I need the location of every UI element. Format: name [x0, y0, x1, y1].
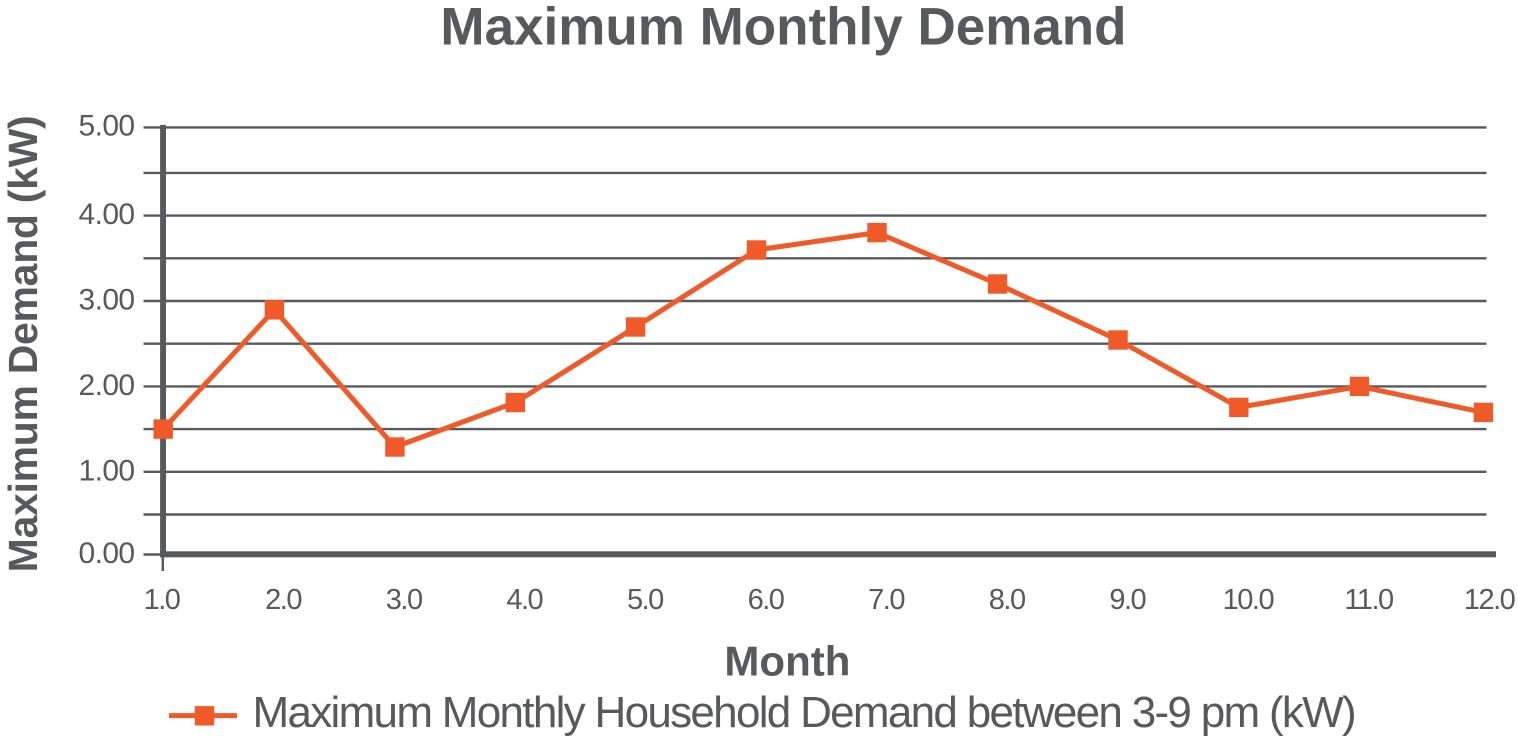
svg-text:4.0: 4.0 — [506, 584, 542, 616]
svg-text:5.00: 5.00 — [79, 110, 135, 143]
svg-text:7.0: 7.0 — [868, 584, 904, 616]
svg-text:9.0: 9.0 — [1109, 584, 1145, 616]
svg-text:5.0: 5.0 — [627, 584, 663, 616]
svg-text:Month: Month — [724, 637, 850, 684]
svg-text:8.0: 8.0 — [989, 584, 1025, 616]
svg-text:4.00: 4.00 — [79, 198, 135, 231]
svg-text:11.0: 11.0 — [1344, 584, 1393, 616]
svg-text:0.00: 0.00 — [79, 537, 135, 570]
svg-text:2.00: 2.00 — [79, 369, 135, 402]
svg-text:3.0: 3.0 — [386, 584, 422, 616]
svg-text:6.0: 6.0 — [748, 584, 784, 616]
svg-text:Maximum Monthly Demand: Maximum Monthly Demand — [440, 0, 1126, 57]
svg-text:3.00: 3.00 — [79, 284, 135, 317]
svg-text:Maximum Monthly Household Dema: Maximum Monthly Household Demand between… — [253, 688, 1356, 737]
svg-text:2.0: 2.0 — [265, 584, 301, 616]
svg-text:1.0: 1.0 — [144, 584, 180, 616]
svg-text:10.0: 10.0 — [1223, 584, 1274, 616]
svg-text:12.0: 12.0 — [1464, 584, 1515, 616]
svg-text:Maximum Demand (kW): Maximum Demand (kW) — [0, 116, 46, 573]
svg-text:1.00: 1.00 — [79, 454, 135, 487]
